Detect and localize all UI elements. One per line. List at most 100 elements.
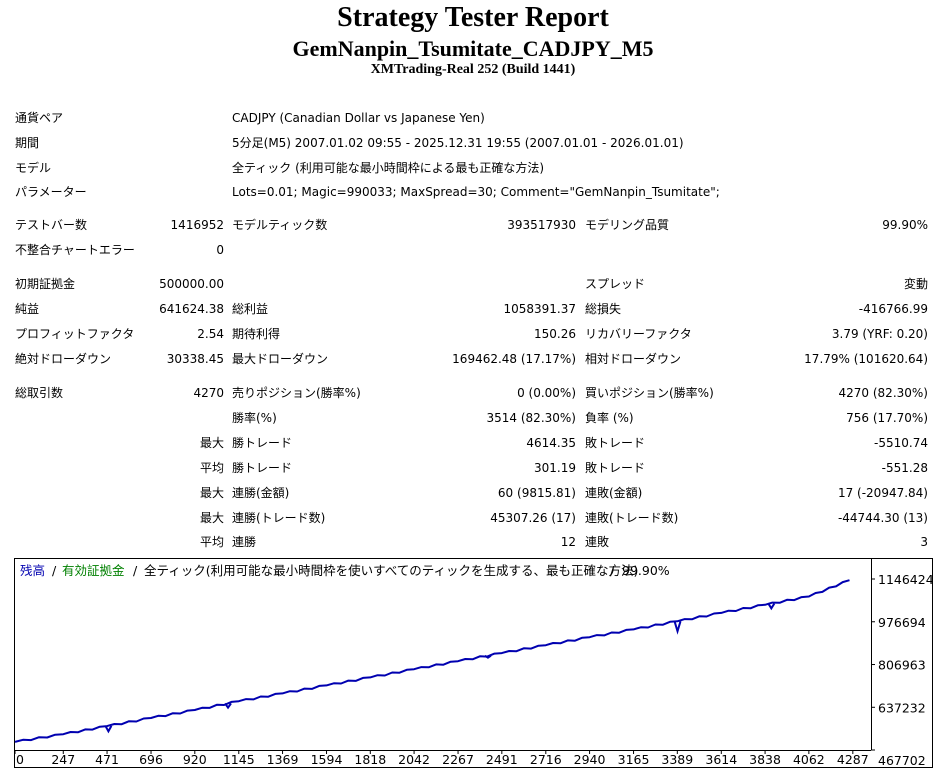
avg-loss-value: -551.28 [881, 461, 928, 475]
x-tick-label: 920 [183, 752, 207, 767]
win-rate-label: 勝率(%) [232, 411, 277, 425]
deposit-value: 500000.00 [159, 277, 224, 291]
y-tick-label: 976694 [878, 615, 926, 630]
stats-row-win-rate: 勝率(%) 3514 (82.30%) 負率 (%) 756 (17.70%) [0, 408, 946, 428]
x-tick-label: 2267 [442, 752, 474, 767]
quality-value: 99.90% [882, 218, 928, 232]
ticks-label: モデルティック数 [232, 218, 328, 232]
win-rate-value: 3514 (82.30%) [486, 411, 576, 425]
max-consec-loss-count-value: -44744.30 (13) [837, 511, 928, 525]
y-tick-label: 637232 [878, 700, 926, 715]
period-label: 期間 [15, 136, 40, 150]
x-tick-label: 3614 [705, 752, 737, 767]
stats-row-drawdown: 絶対ドローダウン 30338.45 最大ドローダウン 169462.48 (17… [0, 349, 946, 369]
max-consec-loss-amount-label: 連敗(金額) [585, 486, 643, 500]
stats-row-max-trade: 最大 勝トレード 4614.35 敗トレード -5510.74 [0, 433, 946, 453]
chart-frame [14, 558, 933, 768]
gross-loss-label: 総損失 [585, 302, 622, 316]
deposit-label: 初期証拠金 [15, 277, 76, 291]
period-value: 5分足(M5) 2007.01.02 09:55 - 2025.12.31 19… [232, 136, 684, 150]
max-consec-win-amount-value: 60 (9815.81) [497, 486, 576, 500]
legend-separator-3: / [610, 563, 615, 578]
net-profit-label: 純益 [15, 302, 40, 316]
recovery-factor-value: 3.79 (YRF: 0.20) [831, 327, 928, 341]
spread-value: 変動 [903, 277, 928, 291]
model-label: モデル [15, 161, 52, 175]
balance-chart: 0 247 471 696 920 1145 1369 1594 1818 2042 2267 249… [14, 558, 933, 768]
quality-label: モデリング品質 [585, 218, 670, 232]
x-tick-label: 2042 [398, 752, 430, 767]
spread-label: スプレッド [585, 277, 646, 291]
x-tick-label: 4287 [837, 752, 869, 767]
avg-win-label: 勝トレード [232, 461, 293, 475]
total-trades-value: 4270 [193, 386, 224, 400]
max-consec-amount-prefix: 最大 [199, 486, 224, 500]
y-tick-label: 467702 [878, 753, 926, 768]
report-title: Strategy Tester Report [337, 2, 609, 33]
x-tick-label: 471 [95, 752, 119, 767]
stats-row-consec-amount: 最大 連勝(金額) 60 (9815.81) 連敗(金額) 17 (-20947… [0, 483, 946, 503]
balance-line [14, 579, 850, 743]
avg-prefix: 平均 [199, 461, 224, 475]
short-positions-value: 0 (0.00%) [517, 386, 576, 400]
y-tick-label: 1146424 [878, 572, 933, 587]
equity-dip [104, 725, 113, 734]
max-loss-label: 敗トレード [585, 436, 646, 450]
info-row-params: パラメーター Lots=0.01; Magic=990033; MaxSprea… [0, 182, 946, 202]
avg-consec-win-label: 連勝 [232, 535, 257, 549]
legend-model-description: 全ティック(利用可能な最小時間枠を使いすべてのティックを生成する、最も正確な方法… [144, 563, 639, 578]
max-consec-loss-amount-value: 17 (-20947.84) [837, 486, 928, 500]
profit-factor-label: プロフィットファクタ [15, 327, 135, 341]
legend-separator-2: / [133, 563, 138, 578]
legend-separator-1: / [52, 563, 57, 578]
stats-row-bars: テストバー数 1416952 モデルティック数 393517930 モデリング品… [0, 215, 946, 235]
max-consec-count-prefix: 最大 [199, 511, 224, 525]
max-drawdown-value: 169462.48 (17.17%) [452, 352, 576, 366]
x-tick-label: 1145 [223, 752, 255, 767]
x-tick-label: 1369 [267, 752, 299, 767]
x-tick-label: 2491 [486, 752, 518, 767]
params-label: パラメーター [15, 185, 87, 199]
rel-drawdown-value: 17.79% (101620.64) [804, 352, 928, 366]
max-consec-win-count-value: 45307.26 (17) [490, 511, 576, 525]
info-row-model: モデル 全ティック (利用可能な最小時間枠による最も正確な方法) [0, 158, 946, 178]
x-tick-label: 3838 [749, 752, 781, 767]
avg-consec-loss-label: 連敗 [585, 535, 610, 549]
symbol-value: CADJPY (Canadian Dollar vs Japanese Yen) [232, 111, 485, 125]
mismatch-label: 不整合チャートエラー [15, 243, 135, 257]
abs-drawdown-label: 絶対ドローダウン [15, 352, 112, 366]
stats-row-mismatch: 不整合チャートエラー 0 [0, 240, 946, 260]
total-trades-label: 総取引数 [15, 386, 64, 400]
avg-loss-label: 敗トレード [585, 461, 646, 475]
equity-dip [484, 654, 492, 659]
legend-balance: 残高 [20, 563, 46, 578]
balance-chart-svg: 0 247 471 696 920 1145 1369 1594 1818 2042 2267 249… [14, 558, 933, 768]
gross-profit-value: 1058391.37 [503, 302, 576, 316]
stats-row-avg-trade: 平均 勝トレード 301.19 敗トレード -551.28 [0, 458, 946, 478]
short-positions-label: 売りポジション(勝率%) [232, 386, 361, 400]
avg-consec-win-value: 12 [560, 535, 576, 549]
expected-payoff-label: 期待利得 [232, 327, 281, 341]
max-consec-win-amount-label: 連勝(金額) [232, 486, 290, 500]
stats-row-net-profit: 純益 641624.38 総利益 1058391.37 総損失 -416766.… [0, 299, 946, 319]
max-prefix: 最大 [199, 436, 224, 450]
x-tick-label: 2940 [574, 752, 606, 767]
stats-row-consec-count: 最大 連勝(トレード数) 45307.26 (17) 連敗(トレード数) -44… [0, 508, 946, 528]
stats-row-profit-factor: プロフィットファクタ 2.54 期待利得 150.26 リカバリーファクタ 3.… [0, 324, 946, 344]
model-value: 全ティック (利用可能な最小時間枠による最も正確な方法) [232, 161, 545, 175]
long-positions-value: 4270 (82.30%) [838, 386, 928, 400]
x-tick-label: 1818 [354, 752, 386, 767]
legend-quality: 99.90% [622, 563, 670, 578]
avg-win-value: 301.19 [534, 461, 576, 475]
stats-row-avg-consec: 平均 連勝 12 連敗 3 [0, 532, 946, 552]
profit-factor-value: 2.54 [197, 327, 224, 341]
server-build: XMTrading-Real 252 (Build 1441) [370, 62, 576, 77]
expected-payoff-value: 150.26 [534, 327, 576, 341]
params-value: Lots=0.01; Magic=990033; MaxSpread=30; C… [232, 185, 720, 199]
long-positions-label: 買いポジション(勝率%) [585, 386, 714, 400]
x-tick-label: 3389 [661, 752, 693, 767]
equity-dip [224, 702, 232, 710]
legend-equity: 有効証拠金 [62, 563, 125, 578]
bars-label: テストバー数 [15, 218, 88, 232]
mismatch-value: 0 [216, 243, 224, 257]
